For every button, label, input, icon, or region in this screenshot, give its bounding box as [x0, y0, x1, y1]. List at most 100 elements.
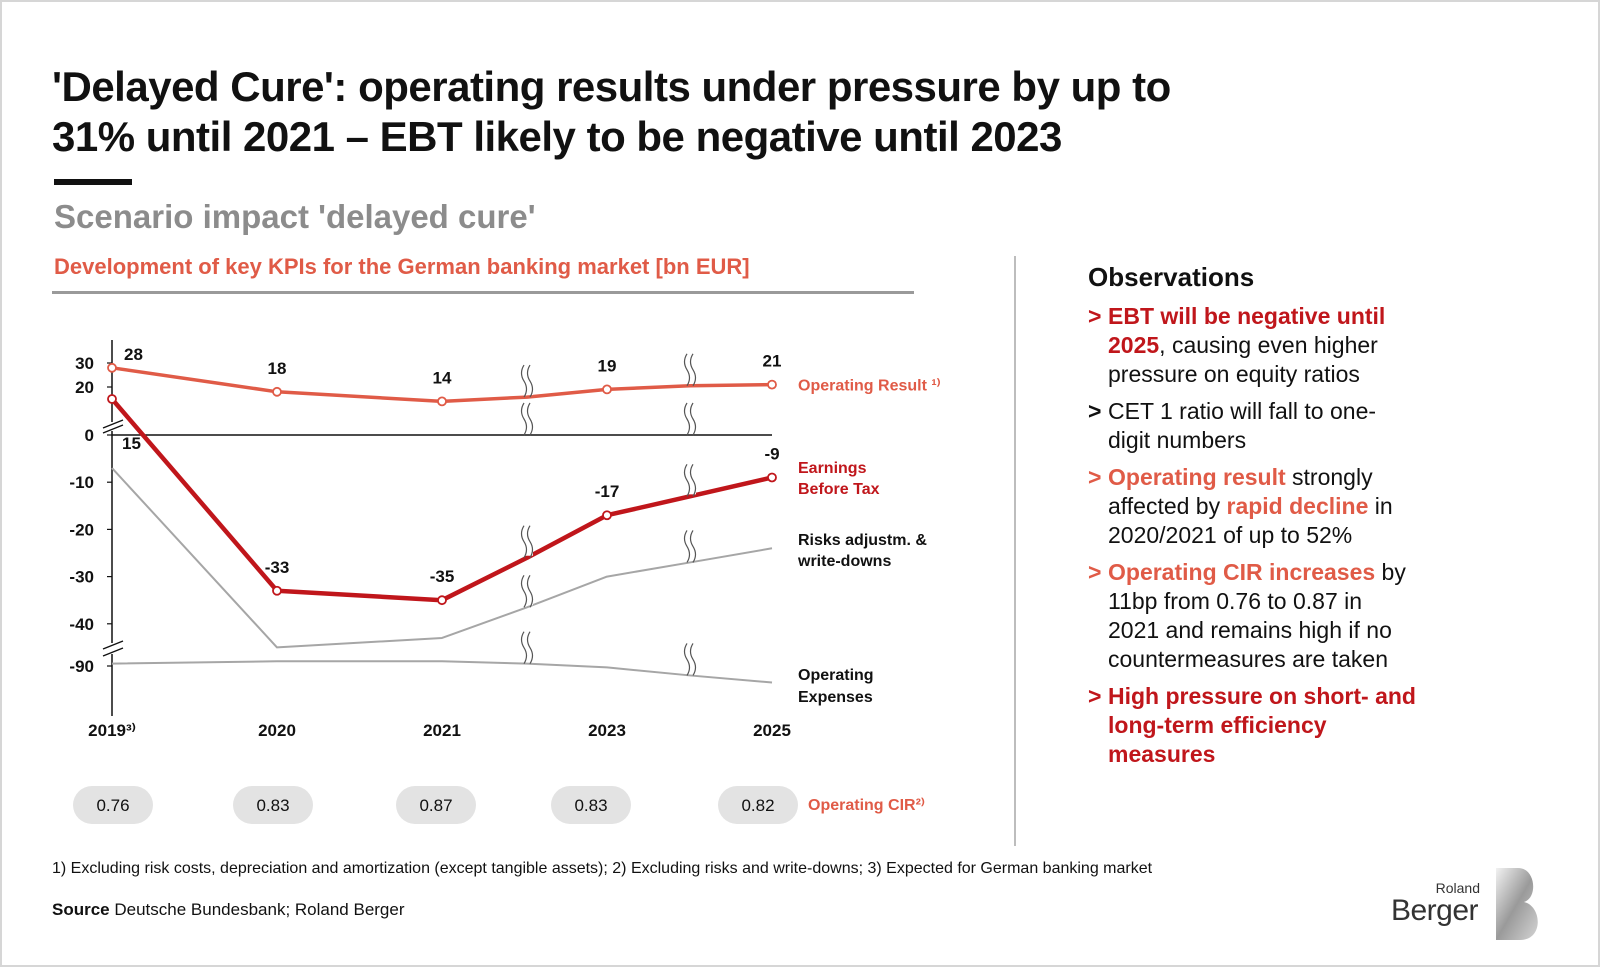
observation-text: in 2020/2021 of up to 52%: [1108, 493, 1393, 548]
observation-text: EBT will be negative until 2025: [1108, 303, 1386, 358]
x-break-symbol: [689, 464, 697, 497]
cir-pill: [233, 786, 313, 824]
x-category-label: 2021: [423, 721, 461, 740]
observation-text: High pressure on short- and long-term ef…: [1108, 683, 1416, 767]
data-point-op: [437, 396, 447, 407]
cir-pill: [718, 786, 798, 824]
observations-list: > EBT will be negative until 2025, causin…: [1088, 302, 1418, 777]
bullet-marker: >: [1088, 303, 1102, 329]
x-break-symbol: [526, 631, 534, 664]
source-label: Source: [52, 900, 110, 919]
footnote: 1) Excluding risk costs, depreciation an…: [52, 860, 1153, 877]
chart-title: Development of key KPIs for the German b…: [54, 254, 750, 279]
axis-break-gap: [104, 422, 126, 431]
observation-item: > Operating result strongly affected by r…: [1088, 463, 1418, 550]
observation-text: , causing even higher pressure on equity…: [1108, 332, 1378, 387]
source-line: Source Deutsche Bundesbank; Roland Berge…: [52, 900, 405, 920]
x-break-gap: [521, 633, 533, 662]
observation-item: > Operating CIR increases by 11bp from 0.…: [1088, 558, 1418, 674]
x-break-gap: [684, 466, 696, 495]
data-point-ebt: [602, 510, 612, 521]
x-break-symbol: [683, 402, 691, 436]
x-break-symbol: [689, 353, 697, 387]
source-text: Deutsche Bundesbank; Roland Berger: [114, 900, 405, 919]
observation-item: > EBT will be negative until 2025, causin…: [1088, 302, 1418, 389]
x-category-label: 2020: [258, 721, 296, 740]
data-point-ebt: [437, 595, 447, 606]
x-break-gap: [521, 527, 533, 556]
x-break-gap: [521, 367, 533, 396]
data-point-ebt: [767, 472, 777, 483]
x-category-label: 2025: [753, 721, 791, 740]
y-tick-label: 30: [75, 354, 94, 373]
x-break-gap: [684, 405, 696, 433]
observation-text: Operating CIR increases: [1108, 559, 1376, 585]
data-label-op: 14: [433, 368, 452, 387]
x-break-gap: [684, 645, 696, 674]
x-break-gap: [684, 532, 696, 561]
cir-value: 0.83: [574, 796, 607, 815]
cir-label: Operating CIR²⁾: [808, 797, 925, 814]
observation-text: CET 1 ratio will fall to one-digit numbe…: [1108, 398, 1377, 453]
roland-berger-logo: Roland Berger: [1391, 866, 1546, 946]
logo-b-mark: [1496, 868, 1538, 940]
bullet-marker: >: [1088, 398, 1102, 424]
logo-roland-text: Roland: [1435, 880, 1480, 896]
axis-break-mark: [102, 419, 124, 429]
series-line-opex: [111, 660, 773, 684]
data-point-op: [107, 362, 117, 373]
x-break-symbol: [526, 574, 534, 608]
data-label-ebt: -33: [265, 558, 290, 577]
x-category-label: 2023: [588, 721, 626, 740]
observation-item: > High pressure on short- and long-term e…: [1088, 682, 1418, 769]
x-category-label: 2019³⁾: [88, 721, 136, 740]
title-underline: [54, 179, 132, 185]
data-label-ebt: 15: [122, 434, 141, 453]
data-label-ebt: -9: [764, 444, 779, 463]
chart-title-rule: [52, 291, 914, 294]
series-label-opex: Expenses: [798, 689, 873, 706]
axis-break-mark: [102, 640, 124, 650]
vertical-divider: [1014, 256, 1016, 846]
axis-break-mark: [102, 424, 124, 434]
bullet-marker: >: [1088, 683, 1102, 709]
cir-pill: [551, 786, 631, 824]
observation-text: rapid decline: [1226, 493, 1369, 519]
x-break-gap: [684, 355, 696, 384]
x-break-symbol: [683, 530, 691, 563]
observation-text: strongly affected by: [1108, 464, 1373, 519]
y-tick-label: -20: [69, 520, 94, 539]
bullet-marker: >: [1088, 464, 1102, 490]
x-break-symbol: [526, 402, 534, 436]
x-break-symbol: [520, 364, 528, 398]
data-label-op: 28: [124, 345, 143, 364]
x-break-symbol: [520, 525, 528, 559]
axis-break-gap: [104, 643, 126, 654]
series-label-operating-result: Operating Result ¹⁾: [798, 378, 941, 395]
observations-title: Observations: [1088, 262, 1255, 292]
x-break-symbol: [520, 574, 528, 608]
y-tick-label: -30: [69, 568, 94, 587]
x-break-symbol: [683, 643, 691, 676]
cir-value: 0.83: [256, 796, 289, 815]
series-label-risk: write-downs: [797, 553, 891, 570]
x-break-symbol: [683, 353, 691, 387]
observation-text: by 11bp from 0.76 to 0.87 in 2021 and re…: [1108, 559, 1406, 672]
data-point-ebt: [107, 394, 117, 404]
data-label-ebt: -17: [595, 482, 620, 501]
kpi-line-chart: 30 20 0 -10 -20 -30 -40 -90 28 18 14 19 21 15 -33 -35 -1…: [69, 340, 941, 824]
data-label-op: 19: [598, 356, 617, 375]
y-tick-label: 20: [75, 378, 94, 397]
y-tick-label: -10: [69, 473, 94, 492]
y-tick-label: -40: [69, 615, 94, 634]
observation-item: > CET 1 ratio will fall to one-digit numb…: [1088, 397, 1418, 455]
series-label-ebt: Before Tax: [798, 481, 880, 498]
page-title: 'Delayed Cure': operating results under …: [52, 63, 1171, 160]
logo-berger-text: Berger: [1390, 894, 1479, 927]
data-point-op: [272, 386, 282, 397]
cir-value: 0.76: [96, 796, 129, 815]
observation-text: Operating result: [1108, 464, 1286, 490]
x-break-symbol: [689, 402, 697, 436]
x-break-symbol: [526, 525, 534, 559]
